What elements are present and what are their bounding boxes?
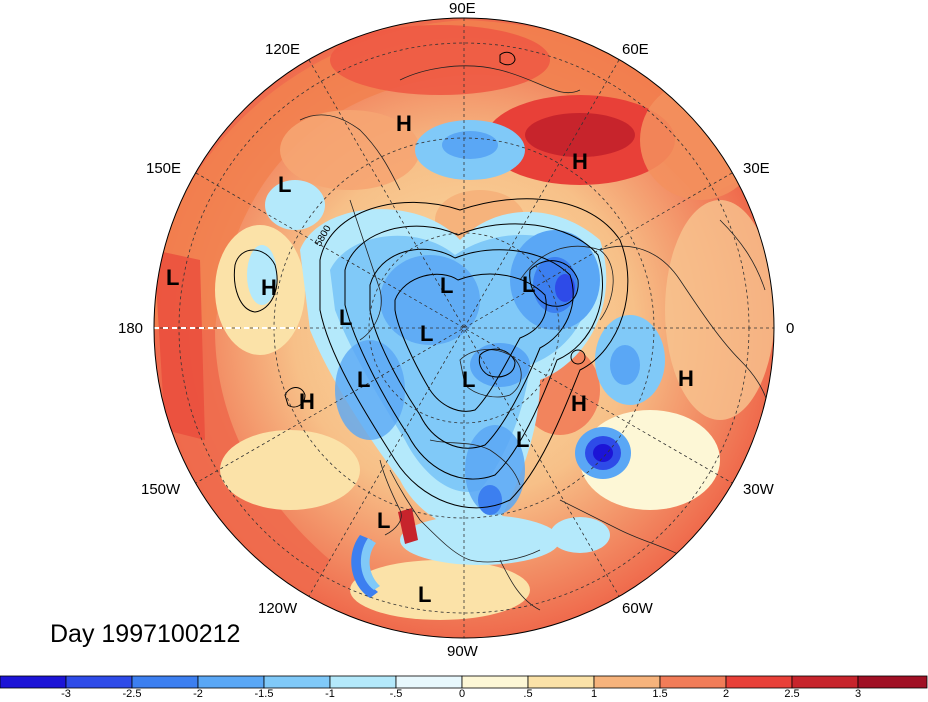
pressure-center-L: L	[377, 508, 390, 533]
colorbar-box	[791, 675, 859, 689]
lon-label-150w: 150W	[141, 481, 181, 498]
lon-label-90e: 90E	[449, 0, 476, 17]
colorbar-tick: -1.5	[254, 688, 274, 700]
colorbar-tick: .5	[523, 688, 533, 700]
lon-label-30w: 30W	[743, 481, 774, 498]
pressure-center-L: L	[522, 272, 535, 297]
anomaly-field: 5800	[154, 18, 774, 638]
pressure-center-H: H	[261, 275, 277, 300]
colorbar-box	[725, 675, 793, 689]
colorbar-box	[593, 675, 661, 689]
map-boundary	[153, 17, 775, 639]
colorbar-tick: -2	[193, 688, 203, 700]
colorbar-box	[329, 675, 397, 689]
lon-label-90w: 90W	[447, 643, 478, 660]
pressure-center-L: L	[357, 367, 370, 392]
colorbar-tick: -3	[61, 688, 71, 700]
pressure-center-L: L	[420, 321, 433, 346]
lon-label-120w: 120W	[258, 600, 298, 617]
pressure-center-H: H	[572, 149, 588, 174]
day-title: Day 1997100212	[50, 620, 241, 648]
pressure-center-H: H	[299, 389, 315, 414]
lon-label-0: 0	[786, 320, 795, 337]
colorbar-tick: -.5	[389, 688, 403, 700]
pressure-center-H: H	[678, 366, 694, 391]
colorbar-box	[197, 675, 265, 689]
lon-label-180: 180	[118, 320, 144, 337]
pressure-centers: H H L H L L H L L L L L L H H L L	[166, 111, 694, 607]
height-contours	[233, 51, 629, 509]
colorbar-tick: 2.5	[784, 688, 800, 700]
colorbar-tick: 3	[854, 688, 862, 700]
pressure-center-H: L	[418, 582, 431, 607]
pressure-center-H: H	[571, 391, 587, 416]
pressure-center-L: L	[339, 305, 352, 330]
lon-label-120e: 120E	[265, 41, 301, 58]
colorbar-tick: 1.5	[652, 688, 668, 700]
lon-label-150e: 150E	[146, 160, 182, 177]
colorbar-box	[131, 675, 199, 689]
coastlines	[299, 65, 771, 611]
colorbar-box	[857, 675, 928, 689]
colorbar-box	[659, 675, 727, 689]
pressure-center-L: L	[166, 265, 179, 290]
colorbar-box	[395, 675, 463, 689]
pressure-center-L: L	[516, 427, 529, 452]
colorbar-box	[263, 675, 331, 689]
colorbar-tick: -2.5	[122, 688, 142, 700]
colorbar-box	[527, 675, 595, 689]
lon-label-30e: 30E	[743, 160, 770, 177]
colorbar-box	[461, 675, 529, 689]
colorbar-box	[65, 675, 133, 689]
colorbar-tick: 2	[722, 688, 730, 700]
pressure-center-L: L	[278, 172, 291, 197]
lon-label-60w: 60W	[622, 600, 653, 617]
colorbar-tick: 1	[590, 688, 598, 700]
pressure-center-L: L	[440, 273, 453, 298]
pressure-center-L: L	[462, 367, 475, 392]
colorbar	[0, 675, 928, 689]
lon-label-60e: 60E	[622, 41, 649, 58]
colorbar-tick: -1	[325, 688, 335, 700]
pressure-center-H: H	[396, 111, 412, 136]
colorbar-box	[0, 675, 67, 689]
colorbar-tick: 0	[458, 688, 466, 700]
